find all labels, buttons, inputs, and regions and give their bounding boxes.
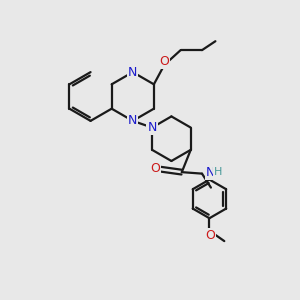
Text: N: N: [128, 114, 137, 128]
Text: O: O: [205, 229, 215, 242]
Text: N: N: [147, 121, 157, 134]
Text: H: H: [214, 167, 223, 177]
Text: O: O: [150, 162, 160, 175]
Text: N: N: [206, 166, 215, 179]
Text: O: O: [159, 55, 169, 68]
Text: N: N: [128, 66, 137, 79]
